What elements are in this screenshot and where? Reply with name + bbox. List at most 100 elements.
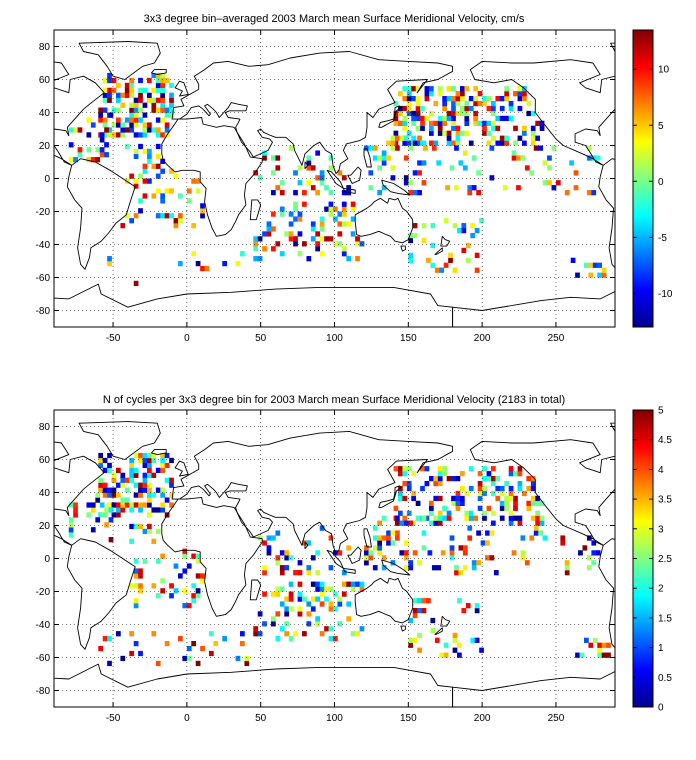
bin-cell <box>293 241 298 247</box>
bin-cell <box>372 535 378 541</box>
bin-cell <box>477 91 483 97</box>
bin-cell <box>138 97 143 103</box>
bin-cell <box>279 190 285 196</box>
bin-cell <box>573 170 579 176</box>
bin-cell <box>160 168 166 174</box>
bin-cell <box>279 601 285 607</box>
bin-cell <box>120 132 126 138</box>
bin-cell <box>111 107 117 113</box>
bin-cell <box>411 120 416 126</box>
bin-cell <box>462 565 468 571</box>
bin-cell <box>508 495 514 502</box>
bin-cell <box>155 107 161 113</box>
bin-cell <box>120 477 126 483</box>
bin-cell <box>169 593 174 599</box>
bin-cell <box>107 92 112 98</box>
bin-cell <box>482 96 487 102</box>
bin-cell <box>133 102 139 108</box>
bin-cell <box>403 155 409 161</box>
bin-cell <box>403 540 409 546</box>
bin-cell <box>461 223 467 229</box>
bin-cell <box>464 105 470 112</box>
bin-cell <box>467 185 473 191</box>
bin-cell <box>393 505 399 511</box>
bin-cell <box>586 535 592 541</box>
bin-cell <box>601 642 607 648</box>
bin-cell <box>147 462 152 469</box>
bin-cell <box>359 626 365 632</box>
bin-cell <box>147 457 152 464</box>
bin-cell <box>591 560 597 566</box>
bin-cell <box>155 143 161 150</box>
bin-cell <box>408 560 414 566</box>
bin-cell <box>195 553 201 559</box>
bin-cell <box>547 155 552 161</box>
bin-cell <box>195 558 201 564</box>
bin-cell <box>129 102 135 108</box>
bin-cell <box>411 96 416 102</box>
coastline <box>326 549 344 569</box>
coastline <box>452 671 615 707</box>
bin-cell <box>284 611 290 617</box>
bin-cell <box>271 591 276 597</box>
bin-cell <box>415 105 421 112</box>
bin-cell <box>160 452 166 459</box>
bin-cell <box>458 545 464 551</box>
bin-cell <box>535 120 541 126</box>
bin-cell <box>222 636 228 642</box>
bin-cell <box>428 500 434 506</box>
bin-cell <box>482 100 487 107</box>
bin-cell <box>147 523 152 530</box>
bin-cell <box>77 152 83 158</box>
bin-cell <box>530 476 536 482</box>
colorbar-tick-label: 2 <box>658 584 664 595</box>
bin-cell <box>517 105 523 112</box>
coastline <box>66 538 136 650</box>
bin-cell <box>455 130 461 136</box>
bin-cell <box>420 115 425 122</box>
bin-cell <box>271 535 276 541</box>
bin-cell <box>147 122 152 128</box>
bin-cell <box>402 115 408 122</box>
colorbar-tick-label: 0 <box>658 703 664 714</box>
bin-cell <box>346 601 352 607</box>
bin-cell <box>586 555 592 561</box>
bin-cell <box>319 581 325 587</box>
bin-cell <box>377 190 383 196</box>
bin-cell <box>508 490 514 497</box>
coastline <box>683 70 696 75</box>
colorbar-tick-label: 3.5 <box>658 495 672 506</box>
bin-cell <box>584 637 589 643</box>
bin-cell <box>390 540 396 546</box>
bin-cell <box>319 180 325 186</box>
bin-cell <box>138 588 143 594</box>
bin-cell <box>129 467 135 473</box>
x-tick-label: -50 <box>106 713 121 724</box>
bin-cell <box>586 565 592 571</box>
bin-cell <box>73 157 78 163</box>
bin-cell <box>542 160 548 166</box>
bin-cell <box>458 570 464 576</box>
bin-cell <box>124 502 130 508</box>
bin-cell <box>99 152 105 158</box>
bin-cell <box>302 631 307 637</box>
bin-cell <box>107 467 112 473</box>
bin-cell <box>449 535 455 541</box>
bin-cell <box>142 178 148 184</box>
bin-cell <box>476 190 481 196</box>
bin-cell <box>310 236 316 242</box>
bin-cell <box>403 555 409 561</box>
bin-cell <box>486 96 492 102</box>
bin-cell <box>390 140 396 146</box>
bin-cell <box>102 457 108 464</box>
bin-cell <box>381 555 387 561</box>
bin-cell <box>315 190 321 196</box>
bin-cell <box>454 570 459 576</box>
bin-cell <box>499 115 505 122</box>
bin-cell <box>397 120 403 126</box>
bin-cell <box>377 550 383 556</box>
bin-cell <box>530 110 536 117</box>
coastline <box>150 449 167 456</box>
bin-cell <box>129 77 135 84</box>
colorbar-tick-label: 10 <box>658 65 670 76</box>
